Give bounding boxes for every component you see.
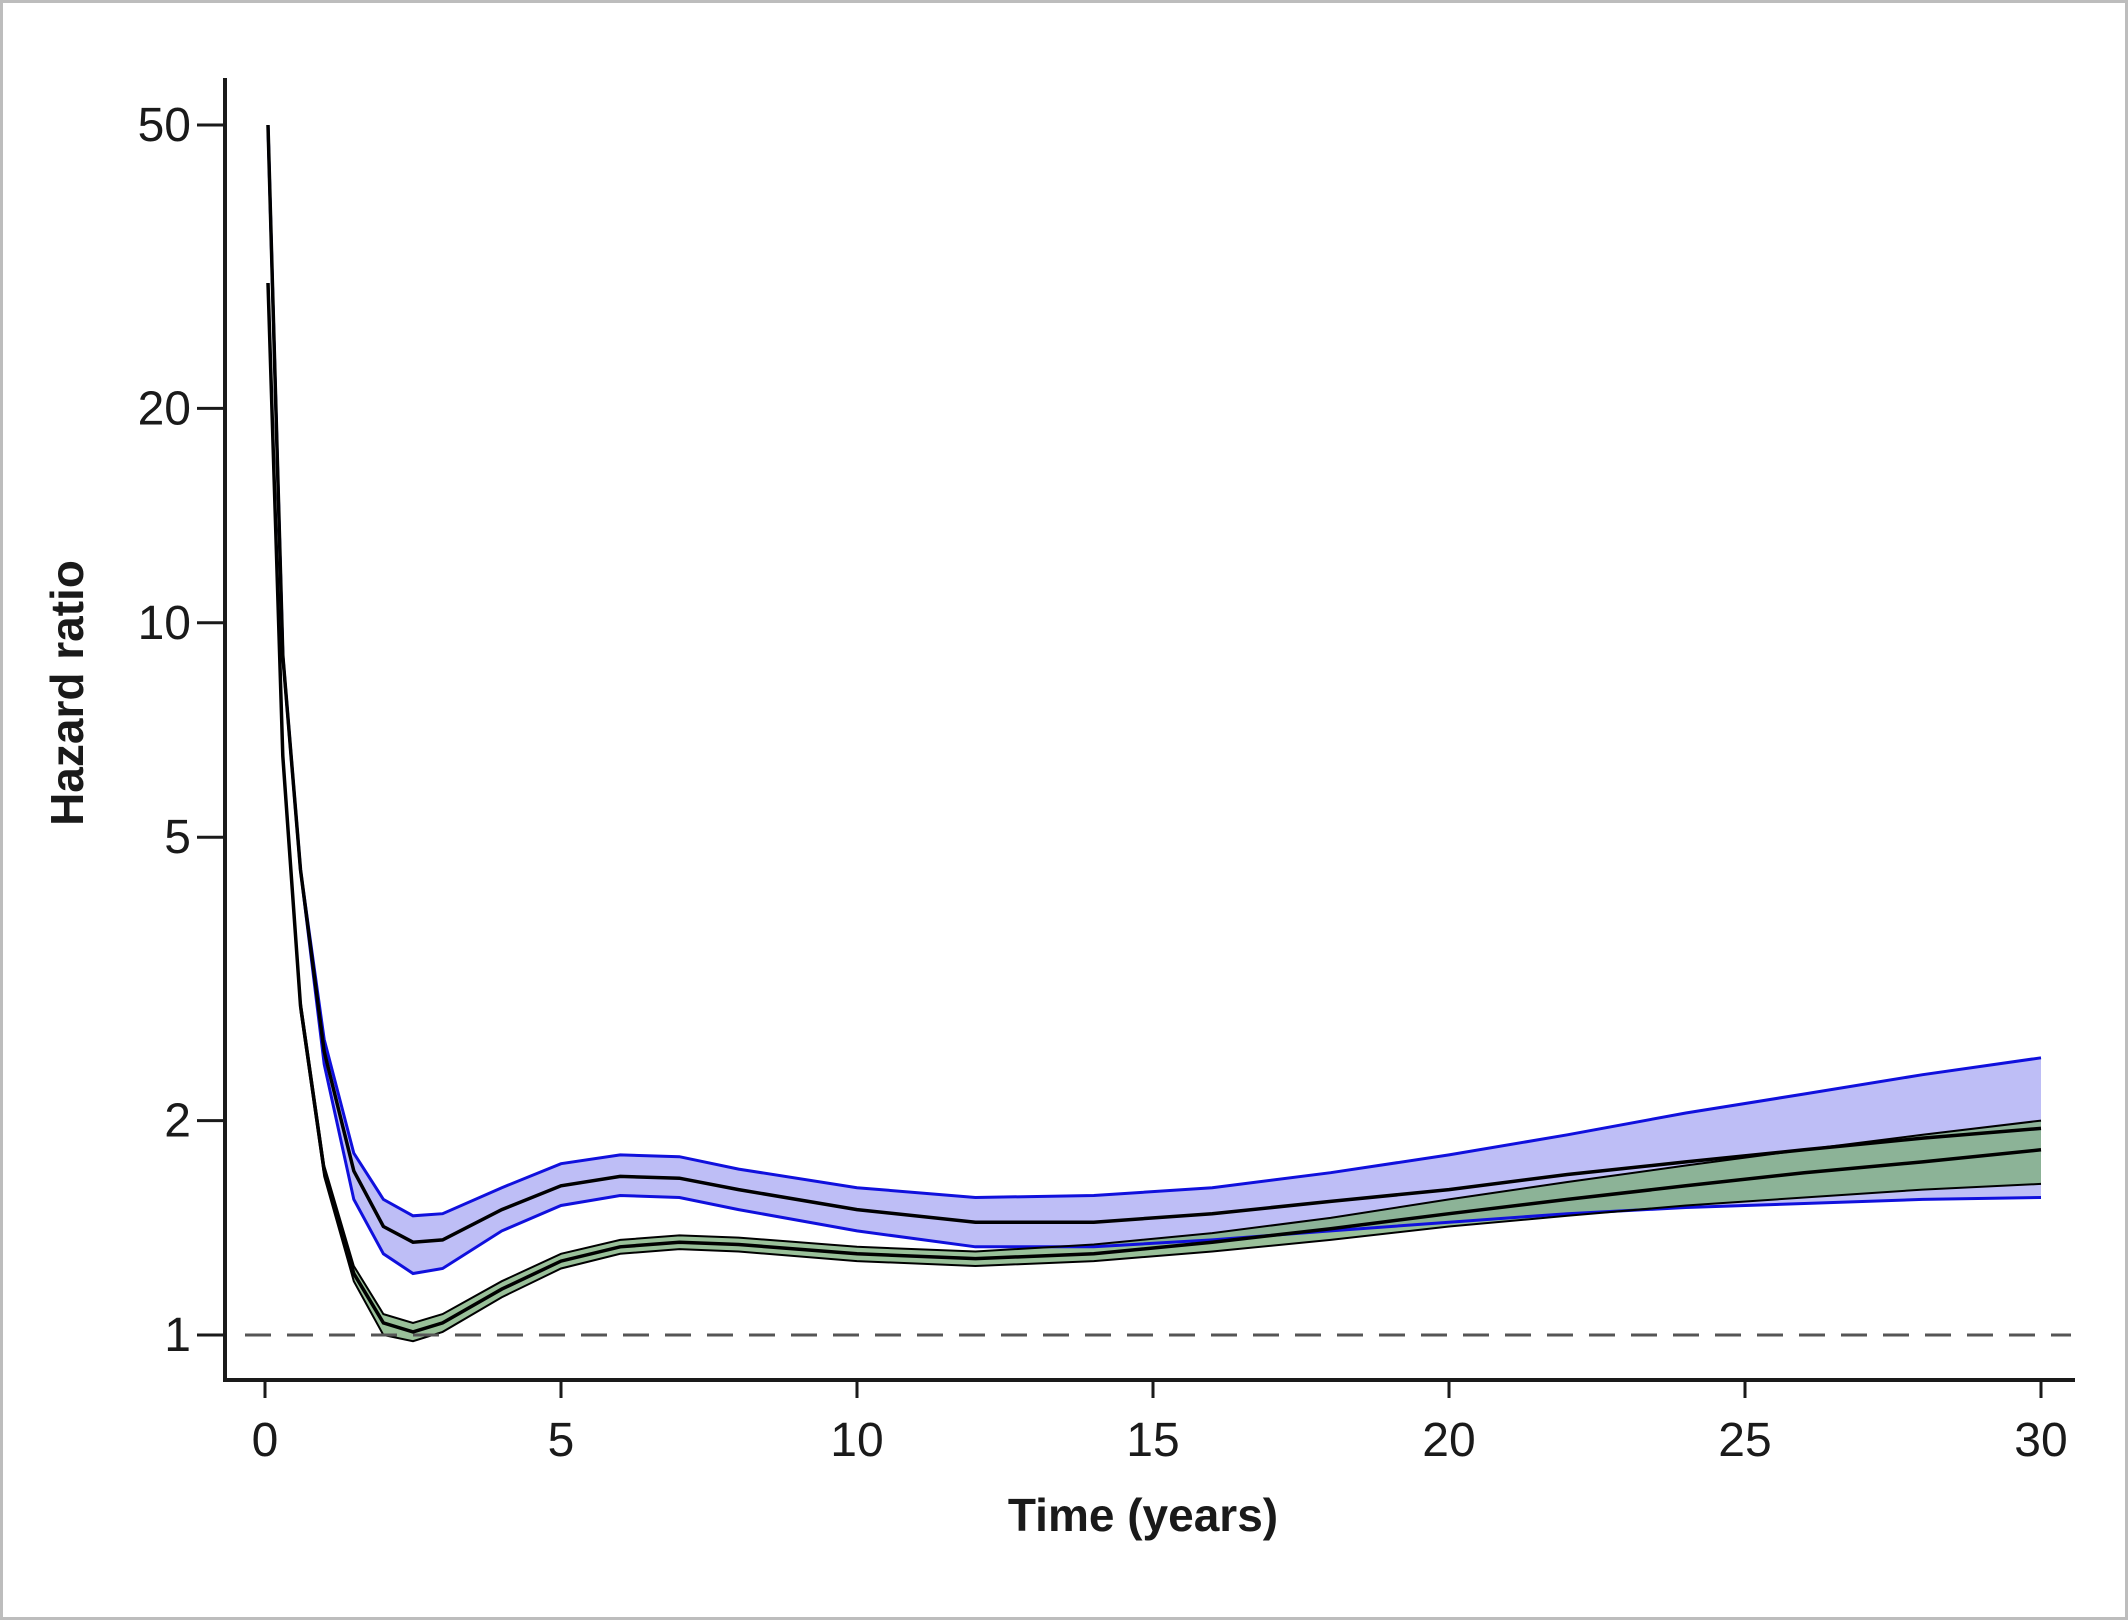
series-2-line xyxy=(266,282,2042,1334)
y-tick-label: 2 xyxy=(164,1095,191,1148)
y-tick-label: 50 xyxy=(138,99,191,152)
y-tick-label: 1 xyxy=(164,1309,191,1362)
x-axis-title: Time (years) xyxy=(1008,1489,1278,1541)
series-lines xyxy=(266,124,2042,1343)
series-1-ci-lower xyxy=(266,124,2042,1276)
series-1-ci-upper xyxy=(266,124,2042,1218)
x-tick-label: 20 xyxy=(1422,1414,1475,1467)
x-tick-label: 30 xyxy=(2014,1414,2067,1467)
x-tick-label: 15 xyxy=(1126,1414,1179,1467)
x-tick-label: 5 xyxy=(548,1414,575,1467)
y-tick-label: 20 xyxy=(138,382,191,435)
confidence-bands xyxy=(268,125,2041,1342)
series-1-ci-band xyxy=(268,125,2041,1274)
series-2-ci-upper xyxy=(267,282,2042,1324)
y-tick-label: 5 xyxy=(164,811,191,864)
series-1-line xyxy=(266,124,2042,1244)
x-tick-label: 0 xyxy=(252,1414,279,1467)
x-tick-label: 25 xyxy=(1718,1414,1771,1467)
y-tick-label: 10 xyxy=(138,597,191,650)
series-2-ci-lower xyxy=(267,282,2042,1343)
y-axis-title: Hazard ratio xyxy=(41,560,93,826)
x-tick-label: 10 xyxy=(830,1414,883,1467)
